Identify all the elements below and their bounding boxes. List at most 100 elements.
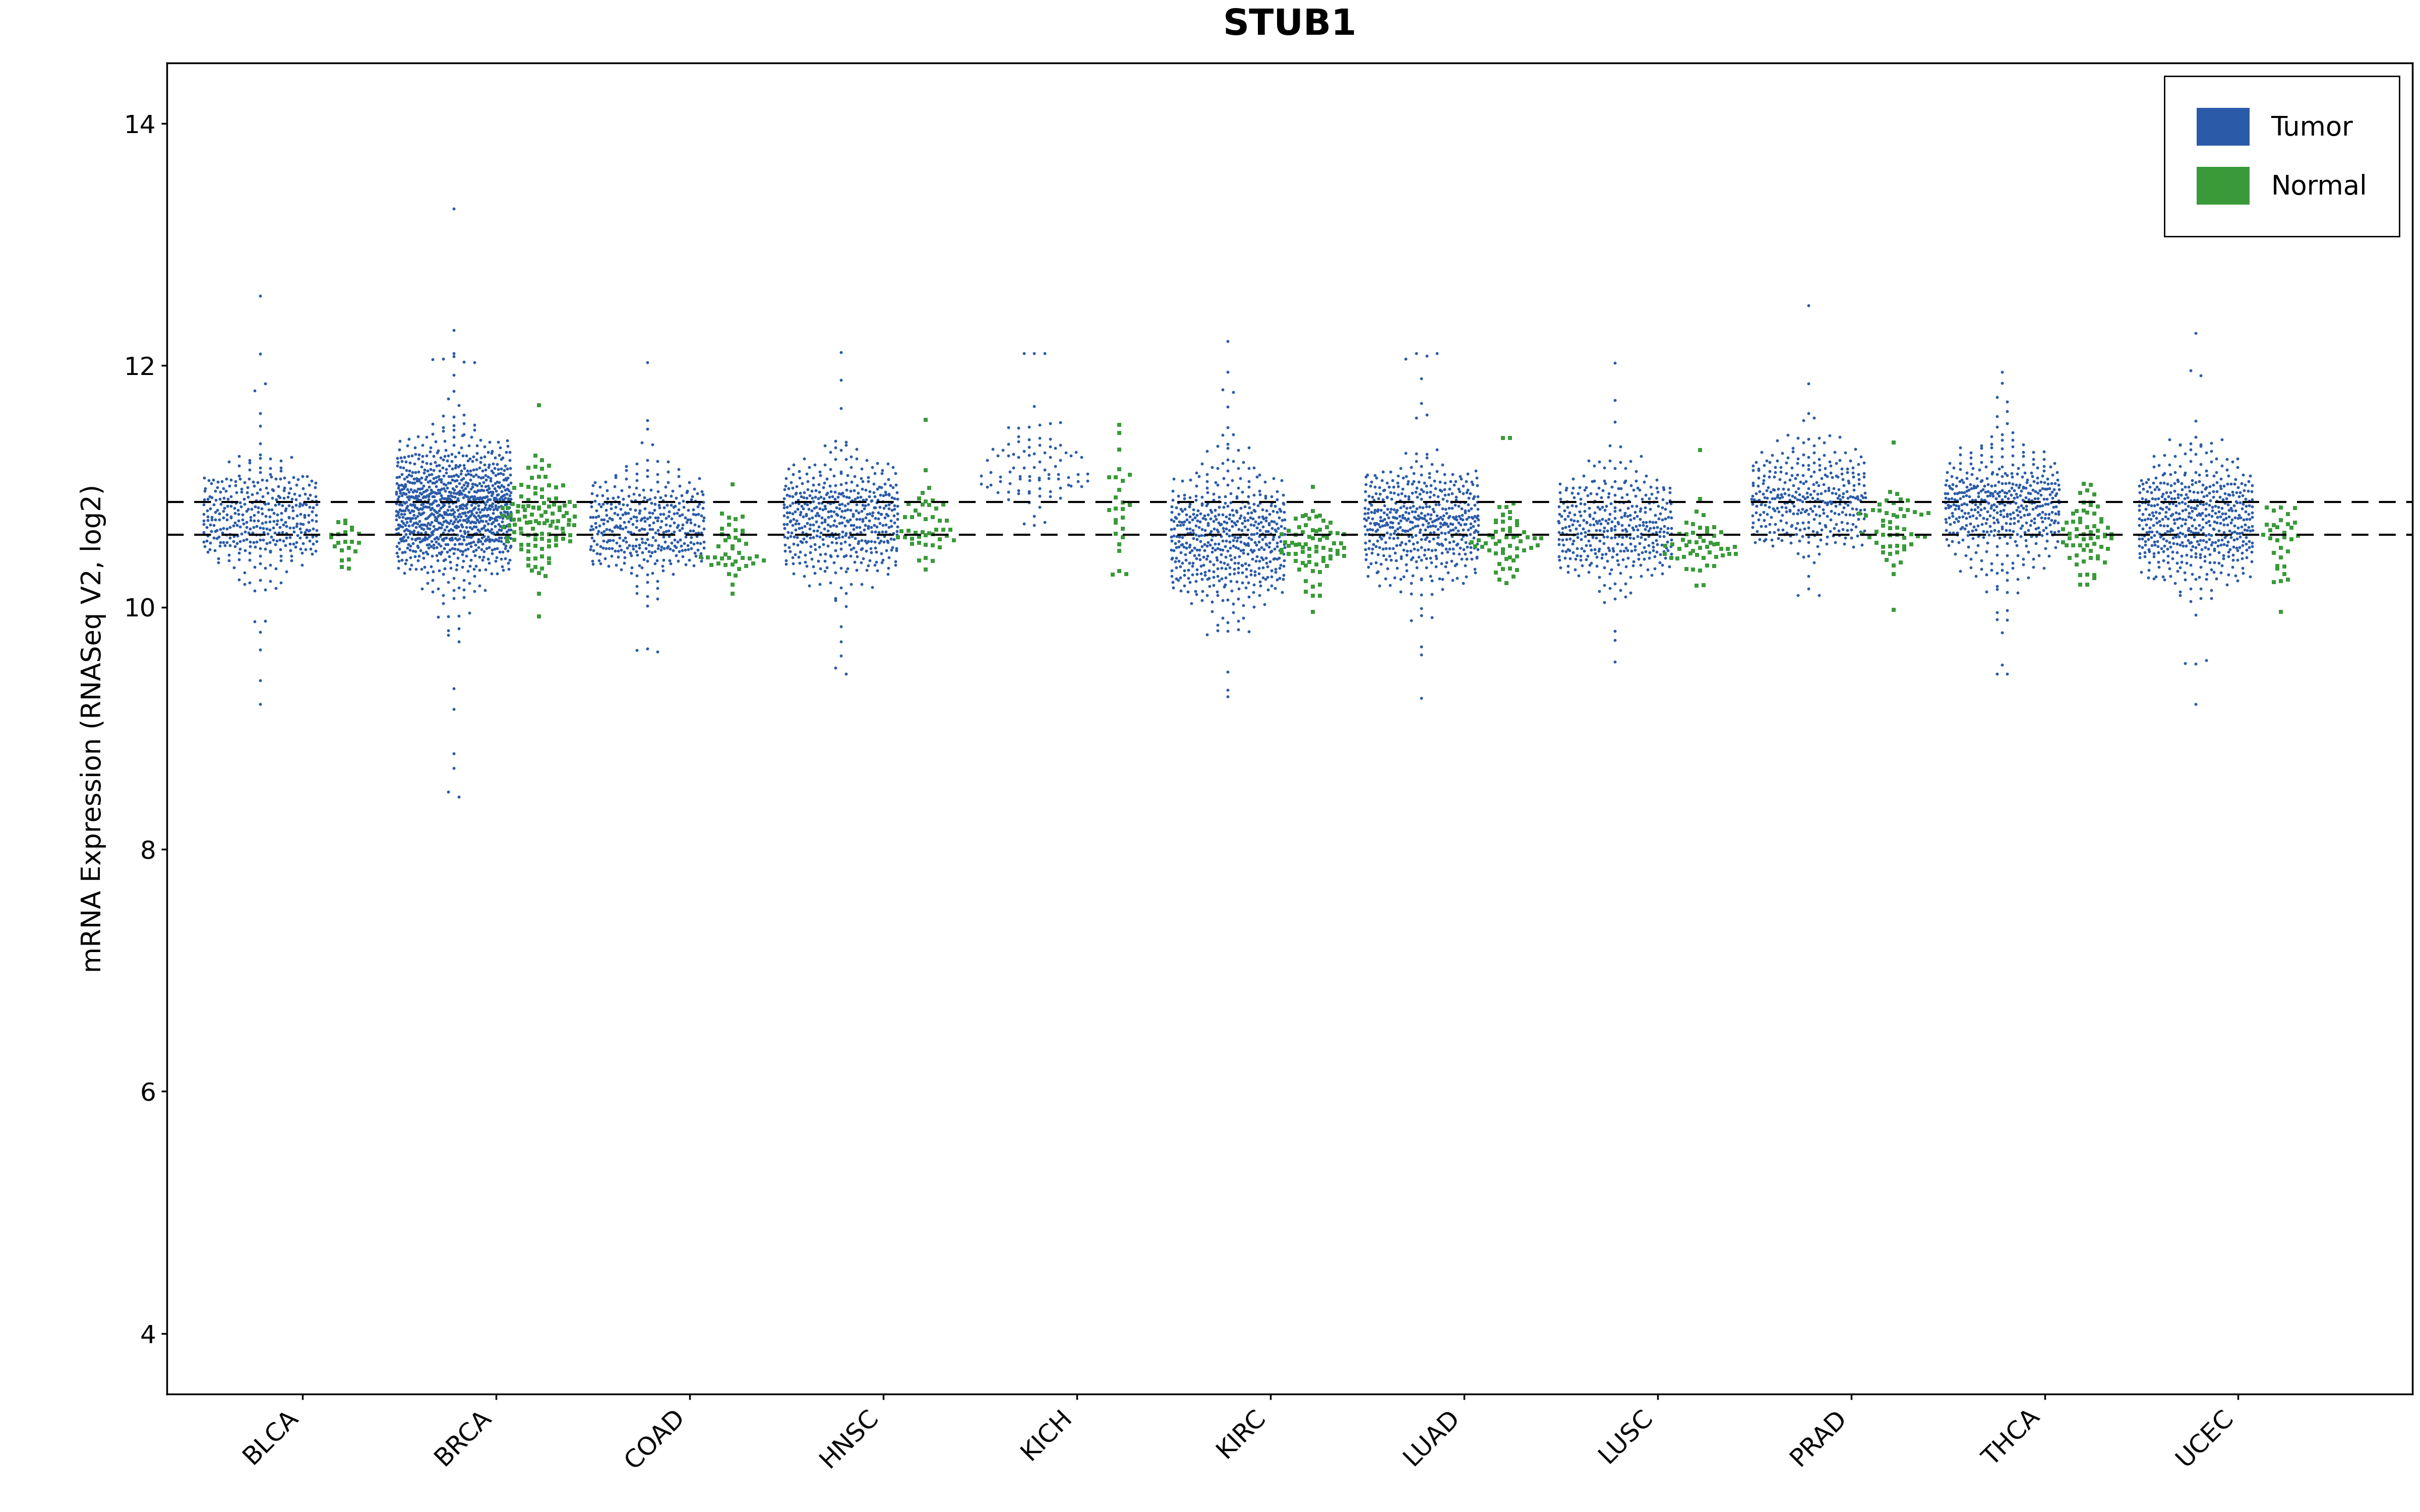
Point — [1021, 494, 1060, 519]
Point — [2144, 549, 2183, 573]
Point — [2062, 481, 2101, 505]
Point — [1834, 535, 1873, 559]
Point — [2130, 520, 2168, 544]
Point — [1239, 479, 1278, 503]
Point — [1268, 519, 1307, 543]
Point — [1389, 469, 1428, 493]
Point — [1159, 529, 1198, 553]
Point — [1996, 485, 2035, 510]
Point — [1955, 476, 1994, 500]
Point — [1948, 484, 1987, 508]
Point — [627, 510, 666, 534]
Point — [2018, 516, 2057, 540]
Point — [436, 455, 474, 479]
Point — [1614, 549, 1653, 573]
Point — [871, 508, 910, 532]
Point — [670, 519, 709, 543]
Point — [574, 538, 612, 562]
Point — [1738, 481, 1776, 505]
Point — [1171, 485, 1210, 510]
Point — [491, 517, 530, 541]
Point — [1382, 481, 1421, 505]
Point — [2176, 470, 2214, 494]
Point — [240, 528, 278, 552]
Point — [1387, 552, 1425, 576]
Point — [622, 431, 661, 455]
Point — [1573, 490, 1612, 514]
Point — [1759, 476, 1798, 500]
Point — [2171, 437, 2209, 461]
Point — [489, 550, 528, 575]
Point — [2137, 466, 2176, 490]
Point — [2125, 490, 2163, 514]
Point — [1994, 490, 2033, 514]
Point — [682, 482, 721, 507]
Point — [1254, 510, 1292, 534]
Point — [1967, 466, 2006, 490]
Point — [1573, 523, 1612, 547]
Point — [857, 540, 895, 564]
Point — [1164, 525, 1203, 549]
Point — [2009, 481, 2047, 505]
Point — [2209, 497, 2248, 522]
Point — [1346, 537, 1384, 561]
Point — [1614, 478, 1653, 502]
Point — [1171, 591, 1210, 615]
Point — [1636, 510, 1675, 534]
Point — [862, 541, 900, 565]
Point — [825, 529, 864, 553]
Point — [1580, 579, 1619, 603]
Point — [445, 528, 484, 552]
Point — [1764, 442, 1803, 466]
Point — [457, 463, 496, 487]
Point — [455, 464, 494, 488]
Point — [1769, 488, 1808, 513]
Point — [1234, 497, 1273, 522]
Point — [1563, 517, 1602, 541]
Point — [208, 467, 247, 491]
Point — [1936, 497, 1975, 522]
Point — [281, 484, 319, 508]
Point — [445, 349, 484, 373]
Point — [1370, 500, 1408, 525]
Point — [799, 514, 837, 538]
Point — [445, 585, 484, 609]
Point — [491, 488, 530, 513]
Point — [1152, 558, 1191, 582]
Point — [1089, 466, 1128, 490]
Point — [600, 491, 639, 516]
Point — [1312, 544, 1350, 569]
Point — [1164, 532, 1203, 556]
Point — [627, 594, 666, 618]
Point — [1561, 491, 1600, 516]
Point — [1229, 508, 1268, 532]
Point — [1796, 507, 1834, 531]
Point — [428, 443, 467, 467]
Point — [445, 422, 484, 446]
Point — [2139, 510, 2178, 534]
Point — [678, 481, 716, 505]
Point — [1970, 481, 2009, 505]
Point — [620, 519, 658, 543]
Point — [1929, 505, 1967, 529]
Point — [617, 543, 656, 567]
Point — [1353, 470, 1392, 494]
Point — [438, 553, 477, 578]
Point — [1198, 546, 1237, 570]
Point — [1992, 511, 2030, 535]
Point — [220, 537, 259, 561]
Point — [482, 502, 520, 526]
Point — [1946, 543, 1984, 567]
Point — [2176, 496, 2214, 520]
Point — [1665, 544, 1704, 569]
Point — [382, 484, 421, 508]
Point — [707, 553, 745, 578]
Point — [2275, 511, 2314, 535]
Point — [1251, 493, 1290, 517]
Point — [378, 454, 416, 478]
Point — [1832, 526, 1871, 550]
Point — [1251, 510, 1290, 534]
Point — [1326, 522, 1365, 546]
Point — [1830, 502, 1868, 526]
Point — [1297, 552, 1336, 576]
